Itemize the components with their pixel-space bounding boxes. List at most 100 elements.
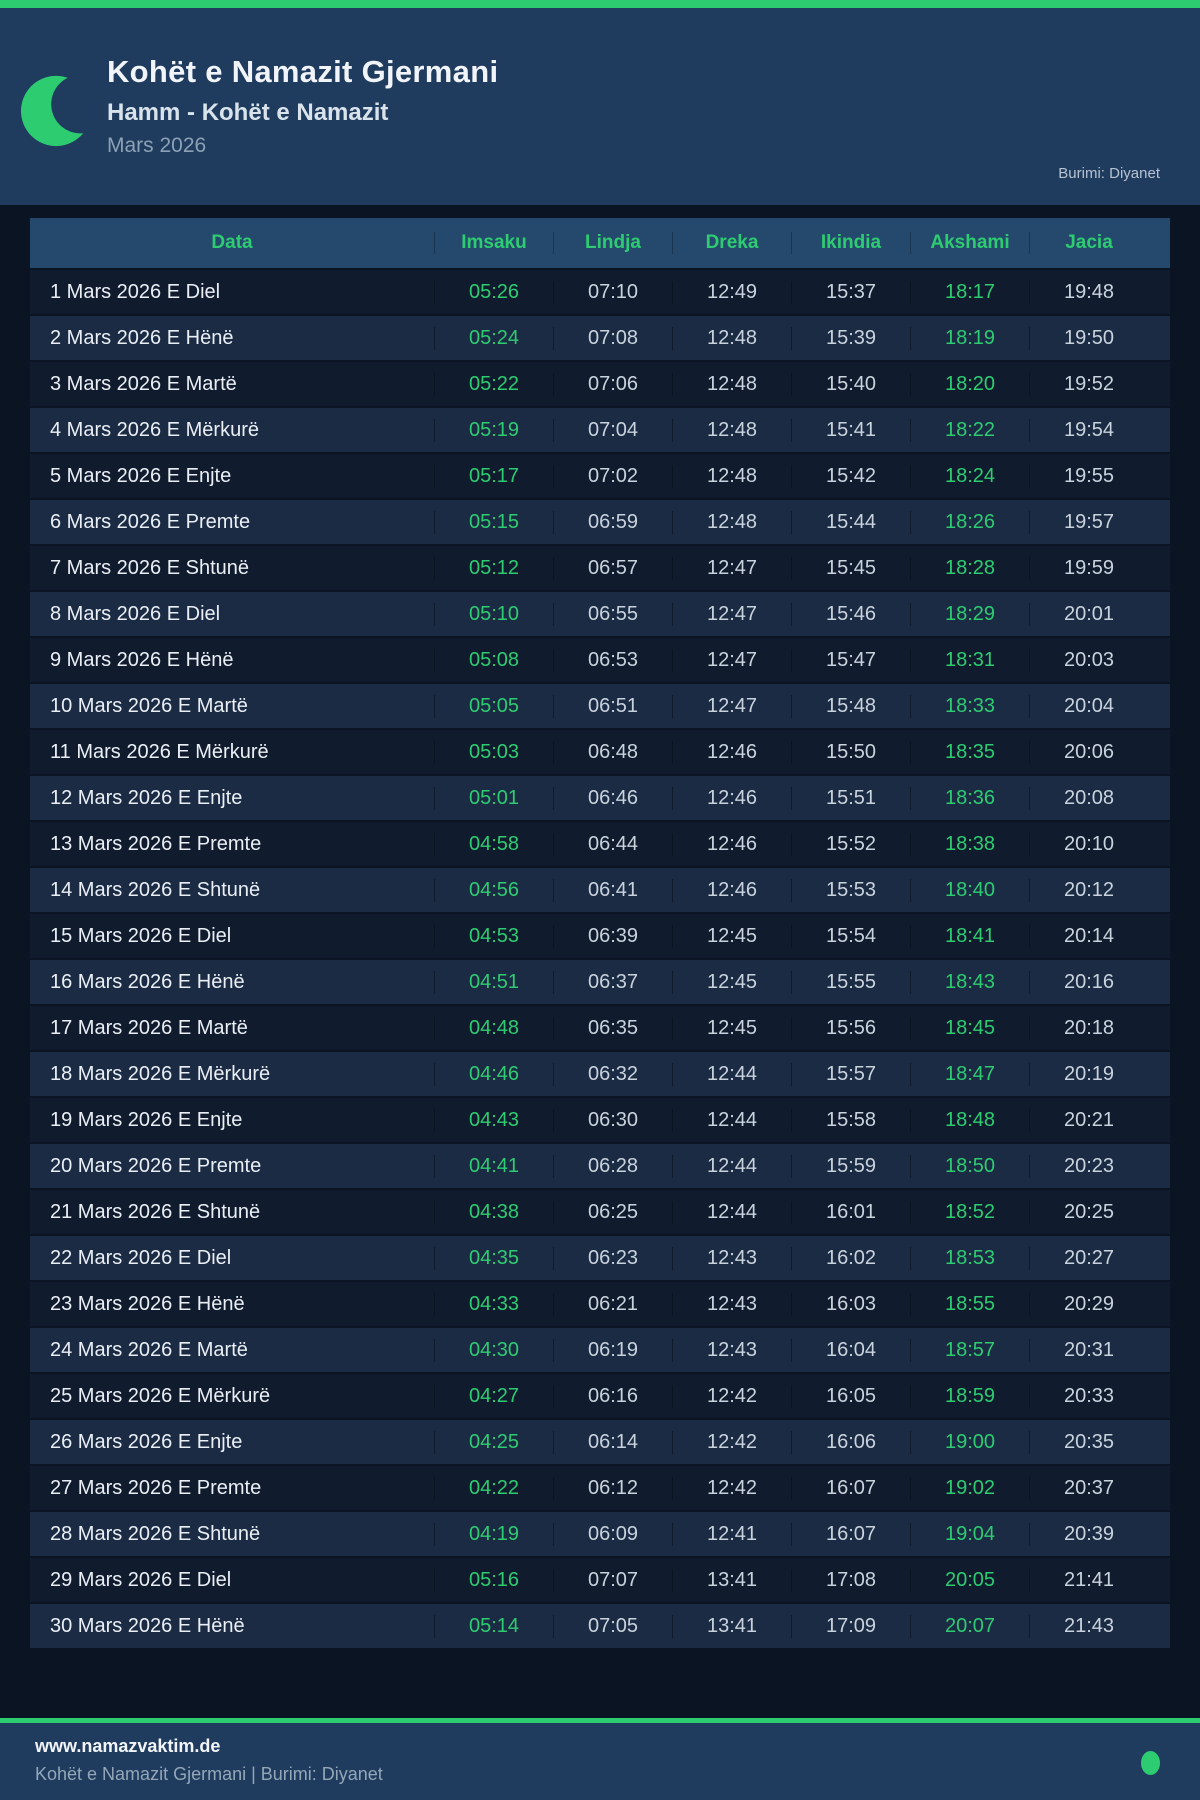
time-cell-lindja: 06:12 (553, 1476, 672, 1500)
date-cell: 23 Mars 2026 E Hënë (50, 1292, 245, 1315)
time-cell-dreka: 12:42 (672, 1384, 791, 1408)
column-header-lindja: Lindja (553, 232, 672, 254)
time-cell-imsaku: 04:43 (434, 1108, 553, 1132)
time-cell-lindja: 06:30 (553, 1108, 672, 1132)
date-cell: 26 Mars 2026 E Enjte (50, 1430, 243, 1453)
time-cell-akshami: 18:57 (910, 1338, 1029, 1362)
time-cell-dreka: 12:44 (672, 1108, 791, 1132)
date-cell: 8 Mars 2026 E Diel (50, 602, 221, 625)
time-cell-jacia: 20:03 (1029, 648, 1148, 672)
time-cell-dreka: 12:47 (672, 602, 791, 626)
time-cell-imsaku: 05:05 (434, 694, 553, 718)
time-cell-imsaku: 04:53 (434, 924, 553, 948)
time-cell-ikindia: 15:46 (791, 602, 910, 626)
time-cell-dreka: 12:48 (672, 418, 791, 442)
table-row: 8 Mars 2026 E Diel 05:10 06:55 12:47 15:46 18… (30, 590, 1170, 636)
time-cell-jacia: 20:35 (1029, 1430, 1148, 1454)
time-cell-lindja: 06:28 (553, 1154, 672, 1178)
table-row: 23 Mars 2026 E Hënë 04:33 06:21 12:43 16:03 1… (30, 1280, 1170, 1326)
date-cell: 10 Mars 2026 E Martë (50, 694, 248, 717)
time-cell-imsaku: 05:12 (434, 556, 553, 580)
time-cell-imsaku: 05:19 (434, 418, 553, 442)
table-row: 15 Mars 2026 E Diel 04:53 06:39 12:45 15:54 1… (30, 912, 1170, 958)
date-cell: 18 Mars 2026 E Mërkurë (50, 1062, 271, 1085)
table-row: 4 Mars 2026 E Mërkurë 05:19 07:04 12:48 15:4… (30, 406, 1170, 452)
date-cell: 11 Mars 2026 E Mërkurë (50, 740, 269, 763)
date-cell: 3 Mars 2026 E Martë (50, 372, 237, 395)
table-row: 1 Mars 2026 E Diel 05:26 07:10 12:49 15:37 18… (30, 268, 1170, 314)
time-cell-jacia: 20:31 (1029, 1338, 1148, 1362)
column-header-imsaku: Imsaku (434, 232, 553, 254)
time-cell-dreka: 12:46 (672, 786, 791, 810)
time-cell-lindja: 07:10 (553, 280, 672, 304)
time-cell-jacia: 20:01 (1029, 602, 1148, 626)
time-cell-dreka: 13:41 (672, 1568, 791, 1592)
date-cell: 25 Mars 2026 E Mërkurë (50, 1384, 271, 1407)
time-cell-lindja: 06:21 (553, 1292, 672, 1316)
time-cell-jacia: 20:25 (1029, 1200, 1148, 1224)
time-cell-jacia: 20:04 (1029, 694, 1148, 718)
main-content: Data Imsaku Lindja Dreka Ikindia Akshami Jacia… (0, 205, 1200, 1648)
time-cell-dreka: 12:47 (672, 648, 791, 672)
date-cell: 13 Mars 2026 E Premte (50, 832, 262, 855)
prayer-times-table: Data Imsaku Lindja Dreka Ikindia Akshami Jacia… (30, 218, 1170, 1648)
time-cell-lindja: 07:07 (553, 1568, 672, 1592)
time-cell-akshami: 18:52 (910, 1200, 1029, 1224)
time-cell-ikindia: 15:56 (791, 1016, 910, 1040)
time-cell-jacia: 19:57 (1029, 510, 1148, 534)
table-row: 22 Mars 2026 E Diel 04:35 06:23 12:43 16:02 1… (30, 1234, 1170, 1280)
time-cell-ikindia: 15:54 (791, 924, 910, 948)
time-cell-dreka: 12:43 (672, 1292, 791, 1316)
time-cell-lindja: 06:14 (553, 1430, 672, 1454)
time-cell-lindja: 06:37 (553, 970, 672, 994)
time-cell-lindja: 06:59 (553, 510, 672, 534)
website-label: www.namazvaktim.de (35, 1736, 221, 1756)
table-row: 7 Mars 2026 E Shtunë 05:12 06:57 12:47 15:45… (30, 544, 1170, 590)
time-cell-dreka: 12:48 (672, 510, 791, 534)
time-cell-imsaku: 05:08 (434, 648, 553, 672)
time-cell-jacia: 21:41 (1029, 1568, 1148, 1592)
table-row: 9 Mars 2026 E Hënë 05:08 06:53 12:47 15:47 18… (30, 636, 1170, 682)
crescent-moon-icon (20, 74, 98, 147)
time-cell-akshami: 18:55 (910, 1292, 1029, 1316)
time-cell-imsaku: 04:48 (434, 1016, 553, 1040)
time-cell-ikindia: 16:01 (791, 1200, 910, 1224)
time-cell-lindja: 06:46 (553, 786, 672, 810)
time-cell-akshami: 18:17 (910, 280, 1029, 304)
time-cell-dreka: 12:45 (672, 1016, 791, 1040)
time-cell-dreka: 12:41 (672, 1522, 791, 1546)
table-row: 29 Mars 2026 E Diel 05:16 07:07 13:41 17:08 2… (30, 1556, 1170, 1602)
time-cell-jacia: 20:19 (1029, 1062, 1148, 1086)
time-cell-imsaku: 04:25 (434, 1430, 553, 1454)
table-row: 27 Mars 2026 E Premte 04:22 06:12 12:42 16:0… (30, 1464, 1170, 1510)
time-cell-dreka: 12:48 (672, 464, 791, 488)
time-cell-dreka: 12:43 (672, 1338, 791, 1362)
time-cell-imsaku: 05:01 (434, 786, 553, 810)
time-cell-dreka: 12:46 (672, 740, 791, 764)
column-header-jacia: Jacia (1029, 232, 1148, 254)
time-cell-ikindia: 15:53 (791, 878, 910, 902)
time-cell-akshami: 20:05 (910, 1568, 1029, 1592)
time-cell-imsaku: 05:15 (434, 510, 553, 534)
time-cell-jacia: 20:12 (1029, 878, 1148, 902)
footer-accent-line (0, 1718, 1200, 1723)
date-cell: 15 Mars 2026 E Diel (50, 924, 232, 947)
time-cell-jacia: 20:06 (1029, 740, 1148, 764)
time-cell-ikindia: 15:42 (791, 464, 910, 488)
date-cell: 1 Mars 2026 E Diel (50, 280, 221, 303)
time-cell-lindja: 06:55 (553, 602, 672, 626)
time-cell-dreka: 12:45 (672, 970, 791, 994)
time-cell-imsaku: 04:46 (434, 1062, 553, 1086)
table-body: 1 Mars 2026 E Diel 05:26 07:10 12:49 15:37 18… (30, 268, 1170, 1648)
page-footer: www.namazvaktim.de Kohët e Namazit Gjerm… (0, 1723, 1200, 1800)
time-cell-imsaku: 05:17 (434, 464, 553, 488)
time-cell-jacia: 20:14 (1029, 924, 1148, 948)
date-cell: 19 Mars 2026 E Enjte (50, 1108, 243, 1131)
table-row: 21 Mars 2026 E Shtunë 04:38 06:25 12:44 16:0… (30, 1188, 1170, 1234)
time-cell-akshami: 18:40 (910, 878, 1029, 902)
column-header-akshami: Akshami (910, 232, 1029, 254)
page-subtitle: Hamm - Kohët e Namazit (107, 99, 389, 126)
time-cell-imsaku: 04:51 (434, 970, 553, 994)
time-cell-ikindia: 16:03 (791, 1292, 910, 1316)
time-cell-dreka: 12:48 (672, 372, 791, 396)
